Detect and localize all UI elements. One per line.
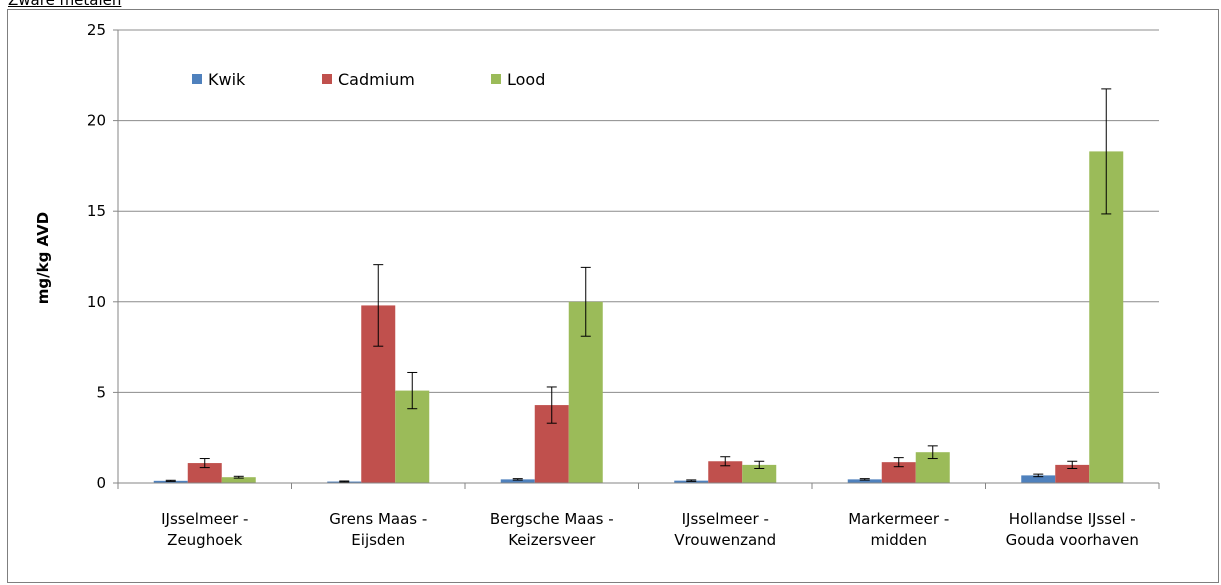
legend-label-lood: Lood [507, 70, 545, 89]
x-tick-label: IJsselmeer - [161, 510, 248, 528]
x-tick-label: Zeughoek [167, 531, 242, 549]
bar-cadmium [187, 463, 222, 483]
y-tick-label: 5 [96, 383, 106, 401]
bar-kwik [153, 480, 188, 483]
bar-kwik [1021, 475, 1056, 483]
x-tick-label: midden [870, 531, 927, 549]
x-tick-label: Gouda voorhaven [1006, 531, 1139, 549]
bar-kwik [847, 479, 882, 483]
chart-frame [7, 9, 1219, 583]
legend-swatch-lood [491, 74, 501, 84]
x-tick-label: Hollandse IJssel - [1009, 510, 1136, 528]
y-tick-label: 10 [87, 293, 106, 311]
bar-cadmium [708, 461, 743, 483]
x-tick-label: Vrouwenzand [674, 531, 776, 549]
error-bars [165, 88, 1112, 483]
bar-lood [221, 477, 256, 483]
x-tick-label: Keizersveer [508, 531, 596, 549]
legend: Kwik Cadmium Lood [192, 70, 545, 89]
bar-cadmium [1055, 464, 1090, 483]
x-tick-label: Markermeer - [848, 510, 949, 528]
x-tick-label: Eijsden [351, 531, 405, 549]
axes: 0 5 10 15 20 25 IJsselmeer - Zeughoek Grens Maas… [87, 21, 1160, 549]
y-tick-label: 20 [87, 112, 106, 130]
y-tick-label: 0 [96, 474, 106, 492]
legend-label-cadmium: Cadmium [338, 70, 415, 89]
y-tick-label: 25 [87, 21, 106, 39]
legend-swatch-kwik [192, 74, 202, 84]
legend-swatch-cadmium [322, 74, 332, 84]
legend-label-kwik: Kwik [208, 70, 246, 89]
gridlines [118, 29, 1159, 393]
bar-lood [742, 464, 777, 483]
page-title: Zware metalen [8, 0, 122, 9]
bar-kwik [500, 479, 535, 483]
x-tick-label: Bergsche Maas - [490, 510, 614, 528]
x-tick-label: IJsselmeer - [682, 510, 769, 528]
bar-cadmium [881, 462, 916, 483]
bars [153, 151, 1124, 484]
y-tick-label: 15 [87, 202, 106, 220]
x-tick-label: Grens Maas - [329, 510, 427, 528]
y-axis-label: mg/kg AVD [34, 212, 52, 304]
